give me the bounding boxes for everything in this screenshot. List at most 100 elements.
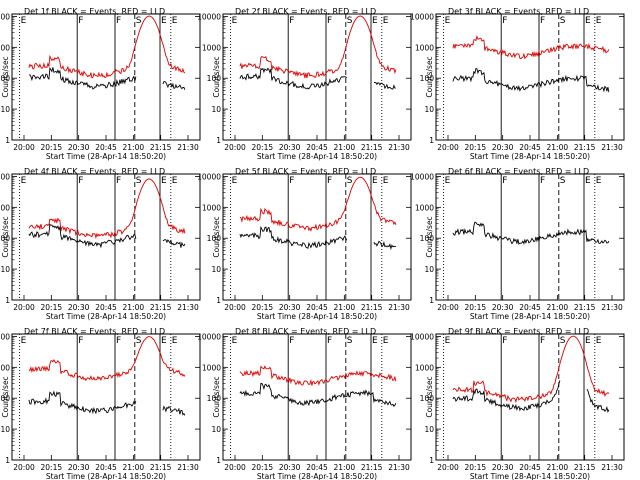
y-tick-label: 1 (429, 456, 434, 465)
event-marker-label: S (347, 336, 353, 346)
events-series (239, 383, 397, 407)
x-tick-label: 20:15 (252, 463, 274, 472)
x-tick-label: 21:00 (123, 303, 145, 312)
plot-frame (222, 13, 412, 141)
y-tick-label: 10000 (410, 12, 434, 21)
x-tick-label: 20:45 (306, 303, 328, 312)
event-marker-label: E (232, 176, 238, 186)
panel-det-1f: Det 1f BLACK = Events, RED = LLD 1 10 100 10… (0, 7, 201, 161)
event-marker-label: E (372, 176, 378, 186)
event-marker-label: F (116, 16, 121, 26)
event-marker-label: E (585, 336, 591, 346)
events-series (452, 67, 610, 93)
x-tick-label: 20:30 (492, 463, 514, 472)
y-tick-label: 10000 (197, 12, 221, 21)
plot-frame (435, 13, 625, 141)
event-marker-label: E (445, 16, 451, 26)
event-marker-label: E (383, 16, 389, 26)
panel-title: Det 1f BLACK = Events, RED = LLD (24, 7, 165, 16)
x-axis-label: Start Time (28-Apr-14 18:50:20) (46, 312, 166, 321)
x-tick-label: 20:30 (279, 303, 301, 312)
x-tick-label: 20:30 (68, 143, 90, 152)
y-tick-label: 100 (420, 394, 435, 403)
x-tick-label: 21:30 (177, 463, 199, 472)
y-tick-label: 1 (5, 136, 10, 145)
x-tick-label: 20:15 (252, 303, 274, 312)
y-tick-label: 10000 (0, 12, 10, 21)
event-marker-label: F (540, 16, 545, 26)
y-tick-label: 100 (420, 234, 435, 243)
event-marker-label: S (347, 176, 353, 186)
x-tick-label: 21:15 (574, 303, 596, 312)
y-tick-label: 1000 (202, 43, 221, 52)
event-marker-label: S (560, 176, 566, 186)
y-tick-label: 1000 (415, 363, 434, 372)
y-tick-label: 100 (420, 74, 435, 83)
y-tick-label: 10000 (0, 332, 10, 341)
lld-series (239, 176, 397, 232)
x-tick-label: 20:15 (465, 143, 487, 152)
panel-det-6f: Det 6f BLACK = Events, RED = LLD 1 10 100 10… (410, 167, 625, 321)
x-tick-label: 21:00 (334, 143, 356, 152)
x-tick-label: 20:30 (492, 143, 514, 152)
event-marker-label: F (502, 176, 507, 186)
y-tick-label: 1 (216, 456, 221, 465)
plot-frame (222, 333, 412, 461)
y-tick-label: 1 (5, 296, 10, 305)
event-marker-label: S (136, 176, 142, 186)
plot-frame (11, 173, 201, 301)
y-tick-label: 100 (0, 394, 10, 403)
event-marker-label: E (445, 176, 451, 186)
lld-series (452, 335, 610, 404)
event-marker-label: F (502, 336, 507, 346)
event-marker-label: E (232, 16, 238, 26)
y-tick-label: 10 (0, 425, 10, 434)
y-tick-label: 1 (216, 296, 221, 305)
events-series (239, 225, 396, 251)
panel-det-5f: Det 5f BLACK = Events, RED = LLD 1 10 100 10… (197, 167, 412, 321)
event-marker-label: E (585, 16, 591, 26)
events-series (239, 67, 396, 90)
event-marker-label: E (445, 336, 451, 346)
event-marker-label: E (372, 336, 378, 346)
panel-det-7f: Det 7f BLACK = Events, RED = LLD 1 10 100 10… (0, 327, 201, 480)
x-tick-label: 20:45 (95, 463, 117, 472)
x-tick-label: 20:15 (252, 143, 274, 152)
plot-frame (11, 333, 201, 461)
x-tick-label: 20:30 (492, 303, 514, 312)
x-tick-label: 21:15 (150, 143, 172, 152)
lld-series (452, 34, 610, 60)
y-tick-label: 100 (207, 234, 222, 243)
event-marker-label: F (289, 336, 294, 346)
y-tick-label: 10000 (410, 332, 434, 341)
y-axis-label: Counts/sec (212, 216, 221, 257)
x-tick-label: 20:45 (519, 143, 541, 152)
x-tick-label: 20:15 (41, 303, 63, 312)
x-tick-label: 21:00 (547, 463, 569, 472)
y-tick-label: 10 (211, 265, 221, 274)
x-tick-label: 21:00 (334, 303, 356, 312)
panel-title: Det 8f BLACK = Events, RED = LLD (235, 327, 376, 336)
panel-det-8f: Det 8f BLACK = Events, RED = LLD 1 10 100 10… (197, 327, 412, 480)
y-tick-label: 10000 (410, 172, 434, 181)
y-tick-label: 1000 (415, 203, 434, 212)
x-tick-label: 20:15 (465, 303, 487, 312)
x-axis-label: Start Time (28-Apr-14 18:50:20) (257, 312, 377, 321)
x-tick-label: 21:15 (361, 143, 383, 152)
y-tick-label: 1000 (415, 43, 434, 52)
events-series (28, 390, 186, 416)
y-axis-label: Counts/sec (1, 56, 10, 97)
y-tick-label: 1000 (202, 363, 221, 372)
event-marker-label: E (372, 16, 378, 26)
lld-series (239, 15, 397, 79)
event-marker-label: F (78, 176, 83, 186)
panel-det-2f: Det 2f BLACK = Events, RED = LLD 1 10 100 10… (197, 7, 412, 161)
event-marker-label: E (21, 176, 27, 186)
x-tick-label: 20:30 (279, 143, 301, 152)
x-tick-label: 21:15 (150, 303, 172, 312)
event-marker-label: F (540, 336, 545, 346)
y-tick-label: 10000 (197, 332, 221, 341)
events-series (452, 221, 610, 245)
event-marker-label: F (327, 16, 332, 26)
